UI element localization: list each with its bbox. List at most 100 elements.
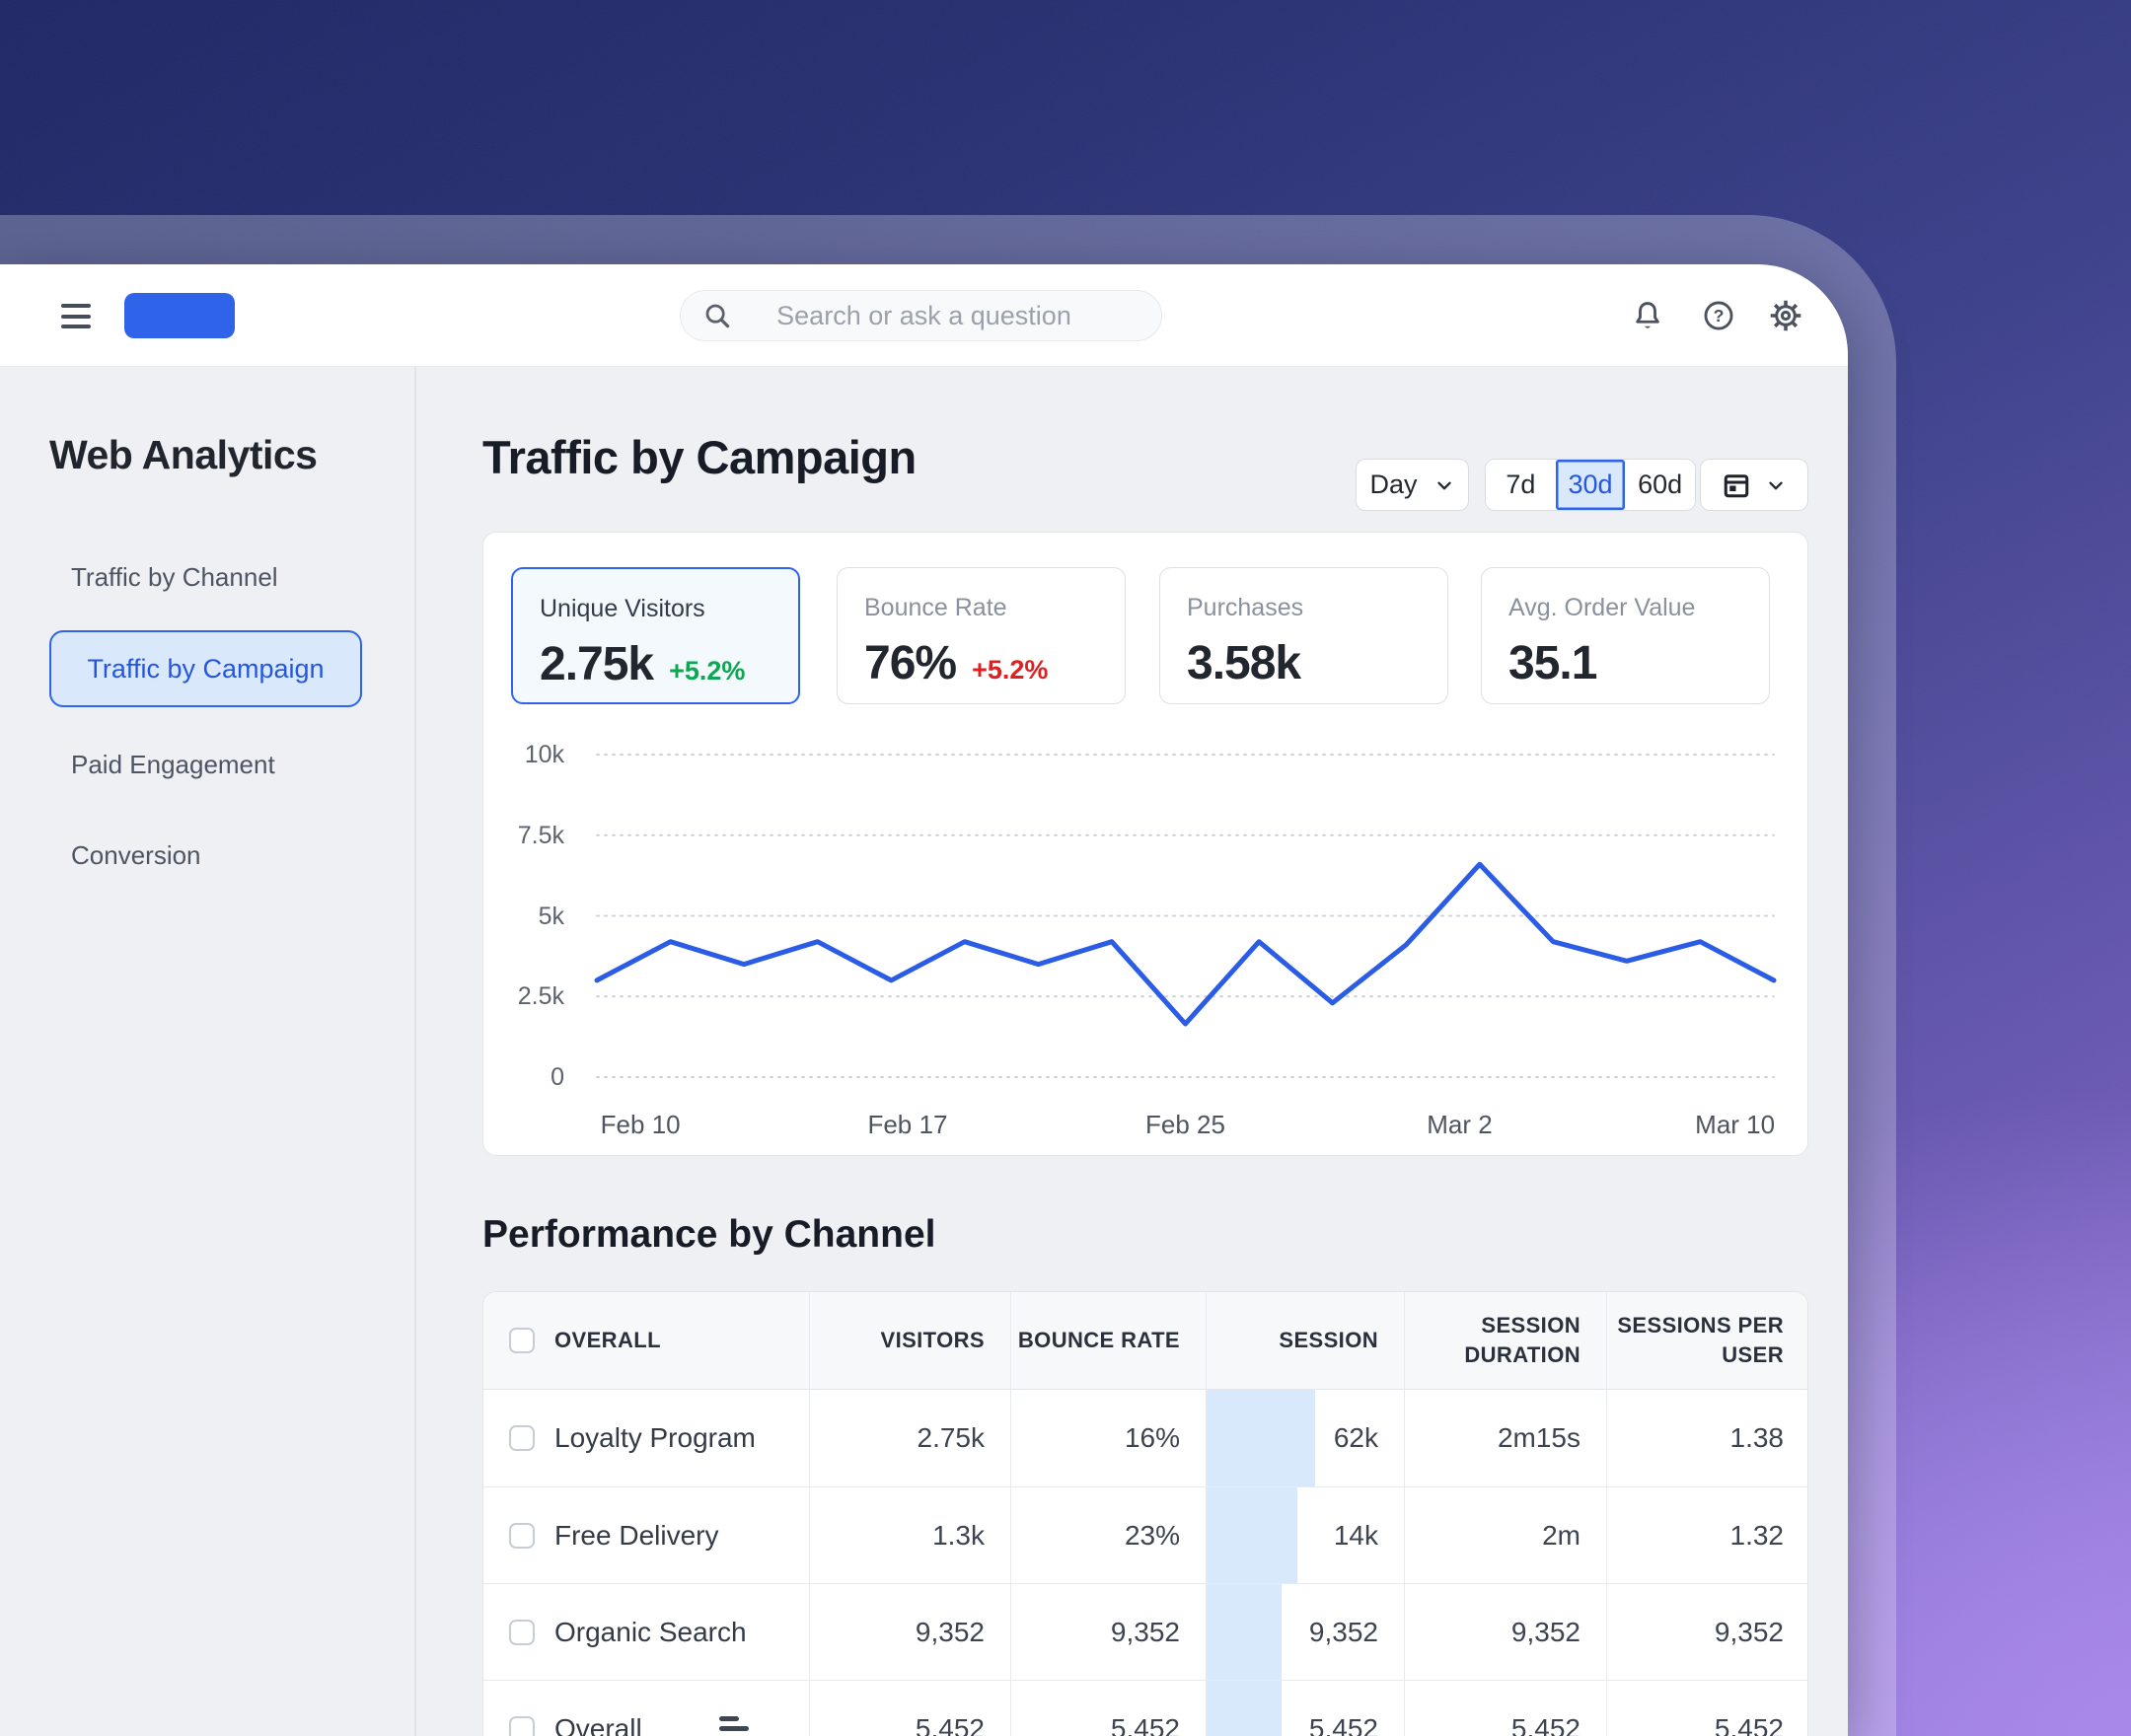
kpi-delta: +5.2% bbox=[972, 655, 1049, 685]
sidebar-item-traffic-by-campaign[interactable]: Traffic by Campaign bbox=[49, 630, 362, 707]
notifications-button[interactable] bbox=[1629, 297, 1666, 334]
table-header-cell-bounce-rate: BOUNCE RATE bbox=[1010, 1292, 1206, 1389]
channel-name-cell: Organic Search bbox=[483, 1583, 809, 1680]
table-cell-bounce-rate: 9,352 bbox=[1010, 1583, 1206, 1680]
kpi-label: Avg. Order Value bbox=[1508, 594, 1696, 621]
kpi-card-unique-visitors[interactable]: Unique Visitors 2.75k +5.2% bbox=[511, 567, 800, 704]
chevron-down-icon bbox=[1436, 481, 1451, 489]
bars-icon bbox=[718, 1716, 749, 1736]
brand-logo[interactable] bbox=[124, 293, 235, 338]
search-placeholder: Search or ask a question bbox=[776, 300, 1071, 330]
table-header-row: OVERALL VISITORS BOUNCE RATE SESSION SESSION… bbox=[483, 1292, 1807, 1390]
cell-value: 9,352 bbox=[1110, 1616, 1180, 1647]
table-header-label: VISITORS bbox=[880, 1328, 985, 1353]
row-checkbox[interactable] bbox=[509, 1425, 535, 1451]
table-cell-session: 62k bbox=[1206, 1390, 1404, 1486]
range-60d-button[interactable]: 60d bbox=[1638, 470, 1683, 499]
chevron-down-icon bbox=[1769, 481, 1783, 489]
interval-dropdown-label: Day bbox=[1369, 470, 1418, 499]
hamburger-menu-icon[interactable] bbox=[61, 304, 91, 328]
table-row-free-delivery: Free Delivery 1.3k 23% 14k 2m 1.32 bbox=[483, 1486, 1807, 1583]
channel-name-cell: Free Delivery bbox=[483, 1486, 809, 1583]
kpi-card-avg-order-value[interactable]: Avg. Order Value 35.1 bbox=[1481, 567, 1770, 704]
range-segmented-control: 7d 30d 60d bbox=[1485, 459, 1696, 511]
kpi-value: 35.1 bbox=[1508, 637, 1597, 689]
session-bar bbox=[1207, 1487, 1297, 1583]
kpi-delta: +5.2% bbox=[669, 656, 746, 686]
cell-value: 23% bbox=[1124, 1519, 1180, 1551]
search-icon bbox=[705, 304, 730, 328]
page-title: Traffic by Campaign bbox=[482, 431, 917, 483]
table-row-loyalty-program: Loyalty Program 2.75k 16% 62k 2m15s 1.38 bbox=[483, 1390, 1807, 1486]
channel-name: Overall bbox=[554, 1712, 642, 1736]
range-7d-button[interactable]: 7d bbox=[1506, 470, 1536, 499]
cell-value: 9,352 bbox=[1308, 1616, 1378, 1647]
gear-icon bbox=[1770, 300, 1801, 331]
sidebar-item-paid-engagement[interactable]: Paid Engagement bbox=[71, 750, 275, 779]
table-cell-bounce-rate: 16% bbox=[1010, 1390, 1206, 1486]
range-30d-button[interactable]: 30d bbox=[1555, 460, 1626, 510]
table-header-cell-overall: OVERALL bbox=[483, 1292, 809, 1389]
table-cell-sessions-per-user: 5,452 bbox=[1606, 1680, 1807, 1736]
row-checkbox[interactable] bbox=[509, 1715, 535, 1736]
sidebar-item-conversion[interactable]: Conversion bbox=[71, 840, 201, 870]
kpi-value: 3.58k bbox=[1187, 637, 1301, 689]
sidebar: Web Analytics Traffic by Channel Traffic … bbox=[0, 367, 414, 1736]
channel-name-cell: Loyalty Program bbox=[483, 1390, 809, 1486]
help-button[interactable]: ? bbox=[1700, 297, 1737, 334]
cell-value: 2m bbox=[1542, 1519, 1580, 1551]
channel-name: Free Delivery bbox=[554, 1519, 719, 1551]
cell-value: 5,452 bbox=[1510, 1712, 1580, 1736]
y-axis-tick-label: 10k bbox=[524, 741, 564, 768]
sidebar-divider bbox=[414, 367, 416, 1736]
cell-value: 9,352 bbox=[915, 1616, 985, 1647]
kpi-value: 76% bbox=[864, 637, 957, 689]
cell-value: 5,452 bbox=[1110, 1712, 1180, 1736]
main-content: Traffic by Campaign Day 7d 30d 60d bbox=[482, 367, 1808, 1736]
cell-value: 9,352 bbox=[1714, 1616, 1784, 1647]
kpi-value-row: 76% +5.2% bbox=[864, 636, 1125, 690]
table-row-overall: Overall 5,452 5,452 5,452 5,452 5,452 bbox=[483, 1680, 1807, 1736]
date-controls: Day 7d 30d 60d bbox=[1356, 459, 1808, 511]
y-axis-tick-label: 0 bbox=[551, 1063, 564, 1091]
table-cell-sessions-per-user: 1.32 bbox=[1606, 1486, 1807, 1583]
select-all-checkbox[interactable] bbox=[509, 1328, 535, 1353]
row-checkbox[interactable] bbox=[509, 1522, 535, 1549]
cell-value: 1.38 bbox=[1729, 1422, 1785, 1453]
x-axis-tick-label: Mar 2 bbox=[1427, 1110, 1493, 1139]
sidebar-item-traffic-by-channel[interactable]: Traffic by Channel bbox=[71, 562, 278, 592]
table-header-cell-sessions-per-user: SESSIONS PER USER bbox=[1606, 1292, 1807, 1389]
cell-value: 5,452 bbox=[1714, 1712, 1784, 1736]
kpi-label: Purchases bbox=[1187, 594, 1304, 621]
interval-dropdown[interactable]: Day bbox=[1356, 459, 1469, 511]
row-checkbox[interactable] bbox=[509, 1619, 535, 1645]
settings-button[interactable] bbox=[1767, 297, 1804, 334]
x-axis-tick-label: Feb 17 bbox=[867, 1110, 948, 1139]
cell-value: 1.3k bbox=[932, 1519, 985, 1551]
table-header-cell-session: SESSION bbox=[1206, 1292, 1404, 1389]
channel-name: Loyalty Program bbox=[554, 1422, 756, 1453]
table-cell-visitors: 1.3k bbox=[809, 1486, 1010, 1583]
cell-value: 14k bbox=[1333, 1519, 1378, 1551]
table-cell-session: 14k bbox=[1206, 1486, 1404, 1583]
table-cell-session-duration: 9,352 bbox=[1404, 1583, 1606, 1680]
kpi-card-purchases[interactable]: Purchases 3.58k bbox=[1159, 567, 1448, 704]
kpi-card-bounce-rate[interactable]: Bounce Rate 76% +5.2% bbox=[837, 567, 1126, 704]
table-cell-bounce-rate: 5,452 bbox=[1010, 1680, 1206, 1736]
table-cell-visitors: 5,452 bbox=[809, 1680, 1010, 1736]
search-input[interactable]: Search or ask a question bbox=[680, 290, 1162, 341]
table-cell-visitors: 2.75k bbox=[809, 1390, 1010, 1486]
kpi-value-row: 3.58k bbox=[1187, 636, 1447, 690]
section-title: Performance by Channel bbox=[482, 1213, 936, 1256]
session-bar bbox=[1207, 1390, 1315, 1486]
cell-value: 62k bbox=[1333, 1422, 1378, 1453]
table-header-label: OVERALL bbox=[554, 1328, 661, 1353]
table-header-label: SESSION bbox=[1279, 1328, 1378, 1353]
svg-text:?: ? bbox=[1714, 306, 1725, 326]
table-cell-visitors: 9,352 bbox=[809, 1583, 1010, 1680]
cell-value: 5,452 bbox=[915, 1712, 985, 1736]
x-axis-tick-label: Mar 10 bbox=[1695, 1110, 1776, 1139]
calendar-dropdown[interactable] bbox=[1700, 459, 1808, 511]
channel-name: Organic Search bbox=[554, 1616, 747, 1647]
